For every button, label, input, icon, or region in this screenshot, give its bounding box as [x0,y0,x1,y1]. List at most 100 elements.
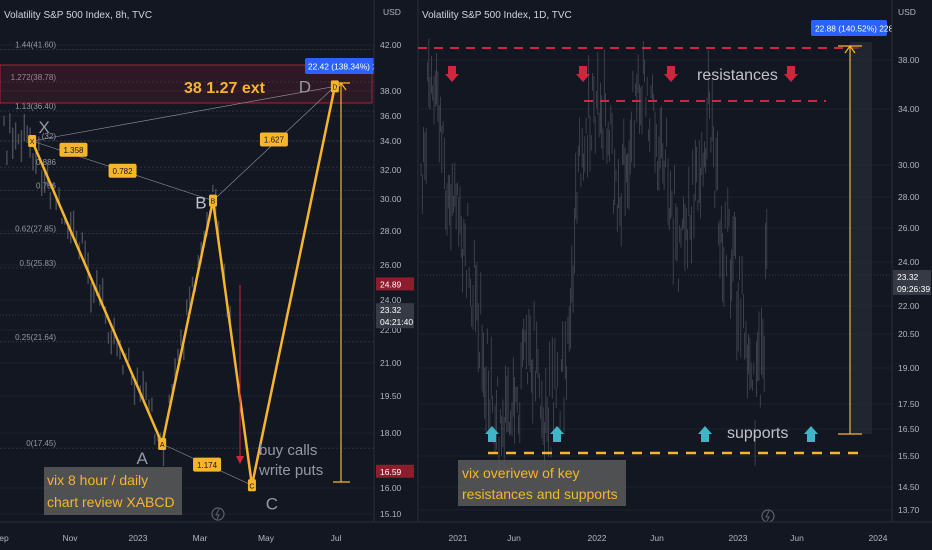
fib-level-label: 0(17.45) [26,439,56,448]
red-down-arrow-icon [784,66,798,82]
point-label-a: A [136,449,148,468]
point-marker-letter: B [211,199,216,206]
left-measure-badge [305,58,377,74]
left-price-axis: USD 42.00 38.00 36.00 34.00 32.00 30.00 28.00 2… [373,0,418,522]
left-price-labels: 24.89 23.32 04:21:40 16.59 [376,277,414,478]
right-measure-arrow-icon [844,44,856,54]
left-x-ticks: ep Nov 2023 Mar May Jul [0,533,342,543]
left-x-tick-label: Jul [331,533,342,543]
left-panel: Volatility S&P 500 Index, 8h, TVC 1.44(4… [0,0,391,522]
teal-up-arrow-icon [485,426,499,442]
point-marker-letter: X [30,139,35,146]
left-y-tick-label: 42.00 [380,40,402,50]
right-axis-bg [892,0,932,522]
right-x-tick-label: Jun [790,533,804,543]
left-price-tag [376,315,414,329]
right-y-tick-label: 28.00 [898,192,920,202]
xd-connector [32,86,335,142]
red-down-arrow-icon [445,66,459,82]
support-arrows [485,426,818,442]
left-y-tick-label: 21.00 [380,358,402,368]
left-plot-bg [0,0,374,522]
right-price-tag-label: 23.32 [897,272,919,282]
fib-level-label: (32) [42,132,57,141]
ratio-label: 0.782 [113,167,134,176]
point-marker-a [158,438,167,450]
left-y-tick-label: 18.00 [380,428,402,438]
right-y-tick-label: 16.50 [898,424,920,434]
left-x-tick-label: Nov [62,533,78,543]
right-plot-bg [418,0,892,522]
left-y-tick-label: 32.00 [380,165,402,175]
right-measure-tool: 22.88 (140.52%) 2288 [811,20,898,435]
left-y-tick-label: 15.10 [380,509,402,519]
right-y-tick-label: 34.00 [898,104,920,114]
left-price-tag-label: 16.59 [380,467,402,477]
left-note-box [44,467,182,515]
fib-level-label: 1.44(41.60) [15,41,56,50]
left-note-line2: chart review XABCD [47,494,175,510]
right-note-line1: vix overivew of key [462,465,579,481]
right-price-labels: 23.32 09:26:39 [893,269,931,295]
right-x-tick-label: 2021 [449,533,468,543]
right-x-tick-label: 2024 [869,533,888,543]
left-x-tick-label: 2023 [129,533,148,543]
left-y-tick-label: 19.50 [380,391,402,401]
fib-level-label: 1.272(38.78) [11,73,57,82]
right-note-line2: resistances and supports [462,486,618,502]
fib-level-label: 0.25(21.64) [15,333,56,342]
right-y-tick-label: 26.00 [898,223,920,233]
point-marker-c [247,479,256,492]
left-x-tick-label: Mar [193,533,208,543]
left-y-tick-label: 30.00 [380,194,402,204]
red-down-arrow-icon [664,66,678,82]
left-price-tag [376,464,414,478]
red-arrow-down-icon [236,456,244,464]
point-label-x: X [38,118,49,137]
fib-level-label: 1.13(36.40) [15,102,56,111]
point-label-d: D [299,77,311,96]
left-fib-levels: 1.44(41.60) 1.272(38.78) 1.13(36.40) (32) 0.… [0,41,374,449]
ratio-badge [59,142,88,157]
right-candles [420,38,768,477]
right-note-box [458,460,626,506]
ext-annotation: 38 1.27 ext [184,80,266,97]
time-axis-bg [0,522,932,550]
ratio-label: 1.174 [197,461,218,470]
point-marker-letter: A [160,442,165,449]
right-y-tick-label: 22.00 [898,301,920,311]
resistance-arrows [445,66,798,82]
red-down-arrow-icon [576,66,590,82]
buy-calls-annotation: buy calls [259,442,317,459]
right-x-tick-label: Jun [507,533,521,543]
left-y-tick-label: 22.00 [380,325,402,335]
right-measure-badge [811,20,887,36]
point-marker-letter: D [332,84,337,91]
right-x-tick-label: Jun [650,533,664,543]
left-note-line1: vix 8 hour / daily [47,472,148,488]
ratio-badge [193,457,222,472]
left-x-tick-label: May [258,533,275,543]
fib-level-label: 0.786 [36,181,57,190]
fib-level-label: 0.5(25.83) [20,259,57,268]
point-label-b: B [195,194,206,213]
left-y-tick-label: 34.00 [380,136,402,146]
left-y-tick-label: 26.00 [380,260,402,270]
resistances-annotation: resistances [697,67,778,84]
right-price-tag-label: 09:26:39 [897,284,930,294]
teal-up-arrow-icon [698,426,712,442]
right-y-ticks: 38.00 34.00 30.00 28.00 26.00 24.00 22.00 20.50… [898,55,920,515]
teal-up-arrow-icon [550,426,564,442]
right-x-tick-label: 2022 [588,533,607,543]
right-x-ticks: 2021 Jun 2022 Jun 2023 Jun 2024 [449,533,888,543]
right-measure-shade [850,42,872,434]
write-puts-annotation: write puts [258,462,323,479]
left-axis-bg [374,0,418,522]
right-y-tick-label: 30.00 [898,160,920,170]
left-price-tag [376,303,414,317]
left-measure-tool: 22.42 (138.34%) 2242 [305,58,391,483]
left-y-tick-label: 38.00 [380,86,402,96]
left-measure-label: 22.42 (138.34%) 2242 [308,62,391,72]
xabcd-pattern: X A B C D X A B C D 0.782 1.358 1.174 1.627 [28,77,339,513]
right-y-tick-label: 15.50 [898,451,920,461]
